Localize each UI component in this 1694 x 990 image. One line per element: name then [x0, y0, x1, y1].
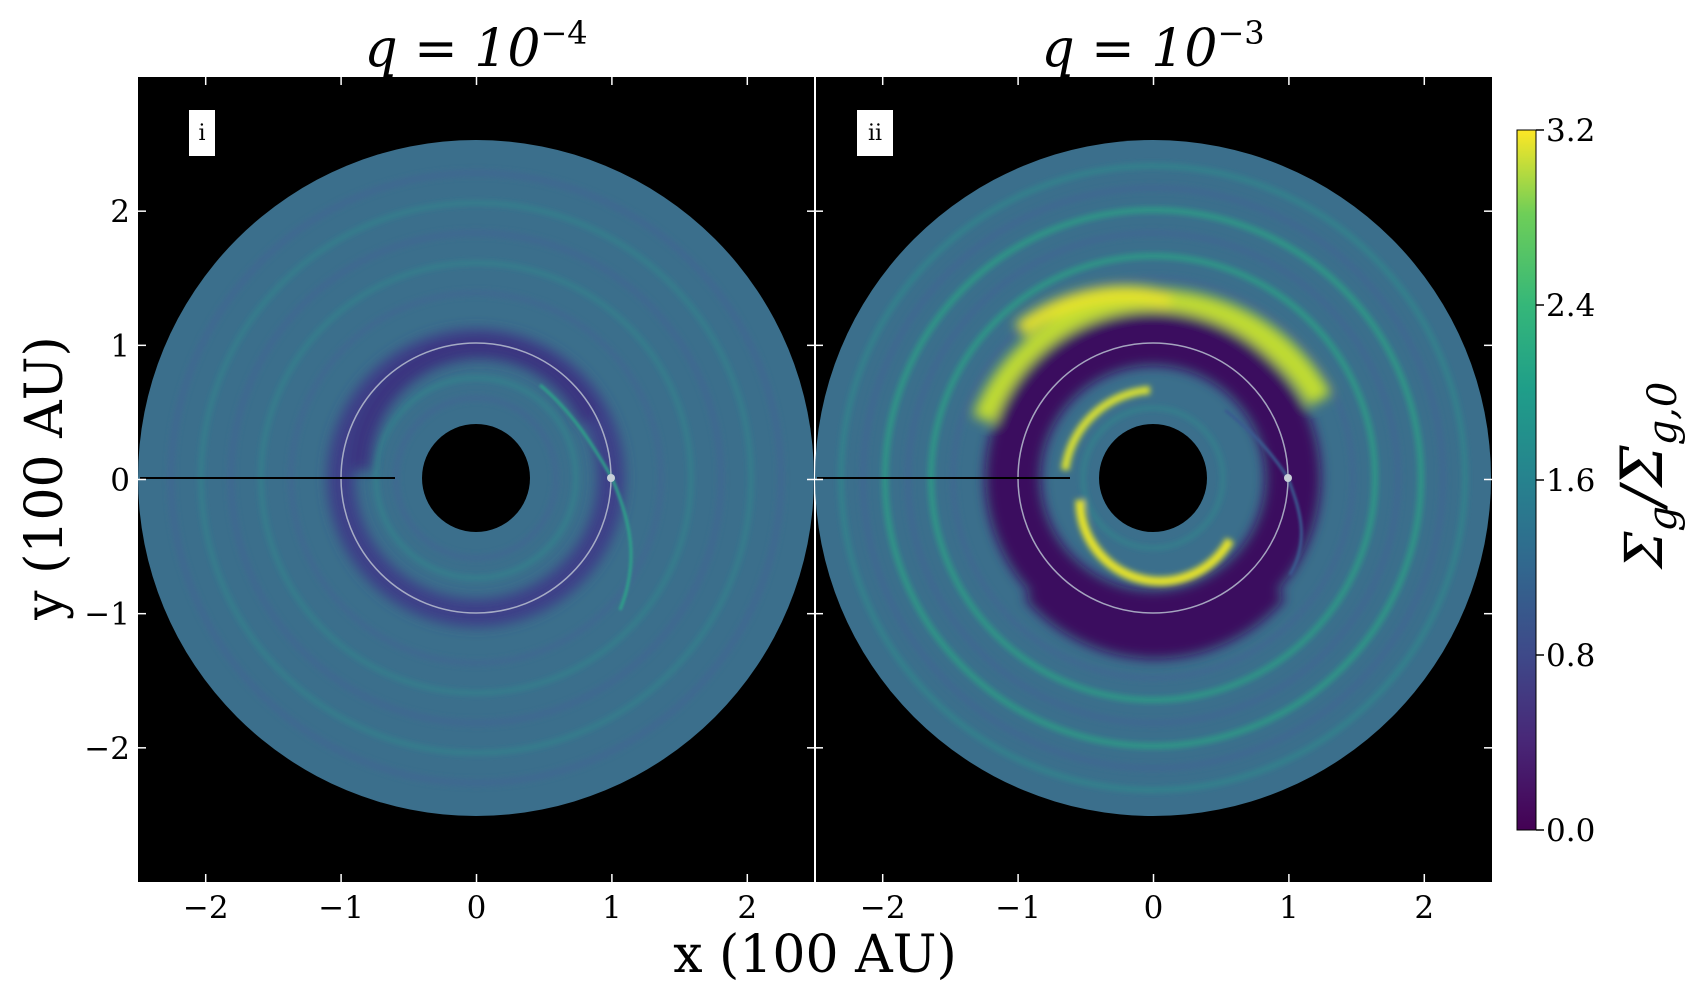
x-tick-label: 0: [1144, 890, 1164, 926]
panel-tag-2: ii: [868, 121, 882, 146]
panel-1-disk: [138, 140, 814, 816]
axes: −2 −1 0 1 2 −2 −1 0 1 2 −2 −1 0 1 2: [84, 77, 1492, 926]
x-tick-label: −2: [860, 890, 906, 926]
panel-title-1: q = 10−4: [364, 14, 587, 79]
planet-marker-1: [607, 474, 615, 482]
colorbar-tick-label: 2.4: [1546, 288, 1595, 324]
y-tick-label: 0: [110, 463, 130, 499]
y-tick-label: −2: [84, 731, 130, 767]
x-tick-label: 0: [467, 890, 487, 926]
x-tick-label: −1: [318, 890, 364, 926]
colorbar-tick-label: 0.0: [1546, 813, 1595, 849]
x-tick-label: −1: [995, 890, 1041, 926]
panel-title-2: q = 10−3: [1041, 14, 1264, 79]
spiral-wake-2: [1224, 408, 1303, 576]
x-tick-label: 2: [737, 890, 757, 926]
x-axis-label: x (100 AU): [673, 925, 957, 985]
disk-inner-hole-2: [1099, 424, 1207, 532]
inner-vortex: [1075, 499, 1234, 586]
y-tick-label: −1: [84, 597, 130, 633]
x-tick-label: 2: [1414, 890, 1434, 926]
colorbar-tick-label: 0.8: [1546, 638, 1595, 674]
colorbar: [1516, 129, 1537, 831]
spiral-wake-1: [539, 383, 633, 611]
colorbar-label: Σg/Σg,0: [1608, 382, 1686, 571]
colorbar-tick-label: 1.6: [1546, 463, 1595, 499]
y-tick-label: 2: [110, 194, 130, 230]
x-tick-label: 1: [1279, 890, 1299, 926]
y-tick-label: 1: [110, 328, 130, 364]
colorbar-ticks: 0.0 0.8 1.6 2.4 3.2: [1536, 113, 1595, 849]
colorbar-tick-label: 3.2: [1546, 113, 1595, 149]
panel-tag-box-1: [189, 110, 215, 156]
panel-tag-box-2: [857, 110, 893, 156]
y-axis-label: y (100 AU): [15, 336, 75, 621]
panel-tag-1: i: [198, 121, 205, 146]
x-tick-label: 1: [602, 890, 622, 926]
disk-inner-hole-1: [422, 424, 530, 532]
planet-marker-2: [1284, 474, 1292, 482]
x-tick-label: −2: [183, 890, 229, 926]
panel-2-disk: [815, 140, 1491, 816]
